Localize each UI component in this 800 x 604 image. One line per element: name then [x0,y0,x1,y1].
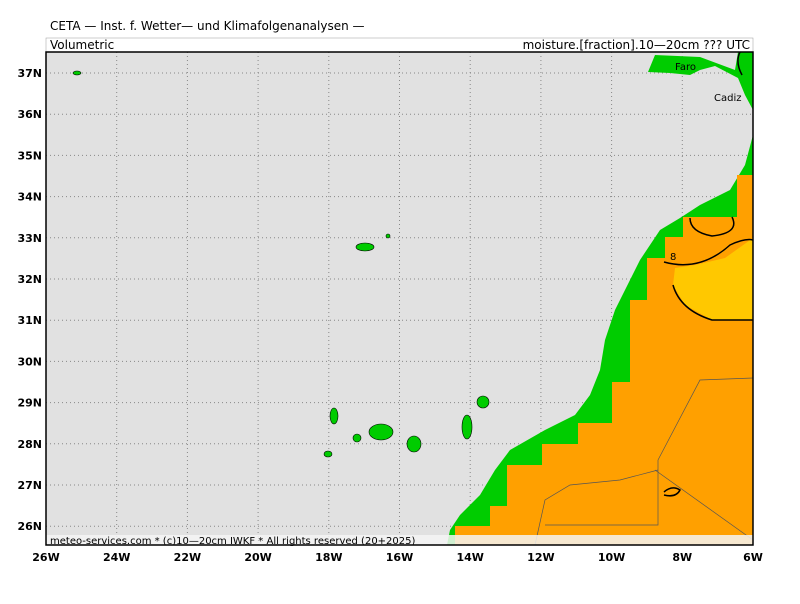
place-label: Cadiz [714,93,742,104]
lon-label: 26W [32,551,59,564]
header-title: CETA — Inst. f. Wetter— und Klimafolgena… [50,19,365,33]
iberia-land [648,52,753,110]
lon-label: 6W [743,551,763,564]
lon-label: 8W [672,551,692,564]
lat-label: 31N [17,314,42,327]
moisture-yellow [673,238,753,320]
header-left: Volumetric [50,38,114,52]
lon-label: 12W [527,551,554,564]
islands [72,70,490,458]
header-right: moisture.[fraction].10—20cm ??? UTC [523,38,750,52]
lat-label: 29N [17,397,42,410]
lon-label: 14W [456,551,483,564]
lon-label: 24W [103,551,130,564]
lat-label: 32N [17,273,42,286]
footer: meteo-services.com * (c)10—20cm IWKF * A… [50,536,416,547]
contour [663,51,754,497]
lat-label: 26N [17,520,42,533]
lat-label: 37N [17,67,42,80]
map-frame [45,51,754,546]
footer-bar [46,535,753,545]
place-label: Faro [675,62,696,73]
contour-label: 8 [670,252,676,263]
lat-label: 33N [17,232,42,245]
lon-label: 10W [598,551,625,564]
lon-label: 20W [244,551,271,564]
lon-label: 22W [174,551,201,564]
lat-label: 34N [17,191,42,204]
lon-label: 16W [386,551,413,564]
borders [534,377,754,546]
lat-label: 30N [17,355,42,368]
lat-label: 28N [17,438,42,451]
lat-label: 36N [17,108,42,121]
lat-label: 27N [17,479,42,492]
lat-label: 35N [17,149,42,162]
lon-label: 18W [315,551,342,564]
